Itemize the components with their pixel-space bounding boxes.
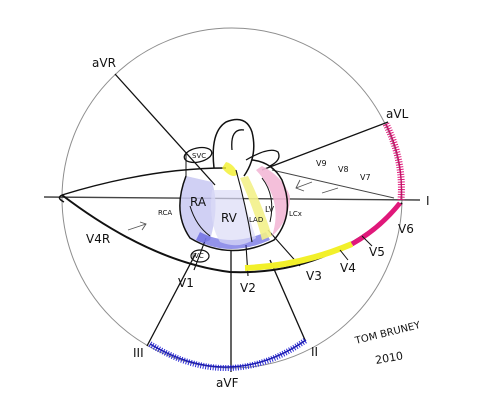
inferior-territory-edge [149, 339, 307, 368]
avl-axis [261, 121, 389, 171]
rv-shading [211, 190, 256, 246]
label-avr: aVR [92, 56, 116, 70]
right-atrium-shading [180, 176, 216, 243]
signature-name: TOM BRUNEY [353, 320, 422, 347]
heart-outline [179, 159, 289, 252]
label-lead-i: I [426, 194, 430, 208]
label-v1: V1 [178, 276, 194, 290]
lcx-vessel [261, 177, 273, 223]
label-v2: V2 [240, 281, 256, 295]
svc-vessel [183, 146, 213, 164]
label-lead-ii: II [311, 345, 318, 359]
aortic-arch [212, 118, 255, 177]
label-v5: V5 [369, 245, 385, 259]
label-lad: LAD [249, 216, 263, 224]
upper-yellow-shading [222, 162, 238, 176]
v4-tick [339, 249, 349, 261]
lateral-territory-edge [385, 123, 403, 201]
posterior-arrow [295, 179, 313, 192]
iii-axis [146, 252, 197, 347]
pulmonary-trunk [231, 129, 280, 167]
lv-shading [256, 166, 290, 236]
rca-vessel [189, 205, 211, 237]
avr-axis [114, 73, 216, 186]
label-v6: V6 [398, 222, 414, 236]
posterior-arrow-2 [321, 187, 339, 194]
ii-axis [269, 259, 306, 341]
signature-year: 2010 [374, 349, 404, 367]
posterior-leads-line [271, 169, 395, 199]
hexaxial-circle [61, 27, 403, 369]
chest-lead-ring-upper [61, 167, 227, 196]
ivc-vessel [190, 249, 210, 263]
interventricular-septum [235, 169, 253, 243]
label-lead-iii: III [133, 346, 144, 360]
label-lv: LV [265, 205, 275, 214]
label-svc: SVC [192, 152, 206, 160]
label-lcx: LCx [289, 210, 302, 218]
chest-lead-ring-left-tip [58, 194, 65, 203]
label-ivc: IVC [192, 252, 204, 260]
label-rca: RCA [158, 209, 172, 217]
septum-shading [240, 176, 272, 240]
label-v9: V9 [316, 159, 327, 168]
lateral-chest-band [350, 201, 402, 247]
label-avf: aVF [216, 376, 239, 390]
label-v3: V3 [306, 269, 322, 283]
label-v4r: V4R [86, 232, 110, 246]
anterior-territory-band [244, 241, 354, 271]
v4r-arrow [127, 221, 147, 231]
label-v8: V8 [338, 165, 349, 174]
label-v7: V7 [360, 173, 371, 182]
label-avl: aVL [386, 107, 409, 121]
label-rv: RV [221, 211, 238, 225]
label-ra: RA [190, 195, 207, 209]
label-v4: V4 [340, 261, 356, 275]
v5-tick [361, 235, 373, 247]
